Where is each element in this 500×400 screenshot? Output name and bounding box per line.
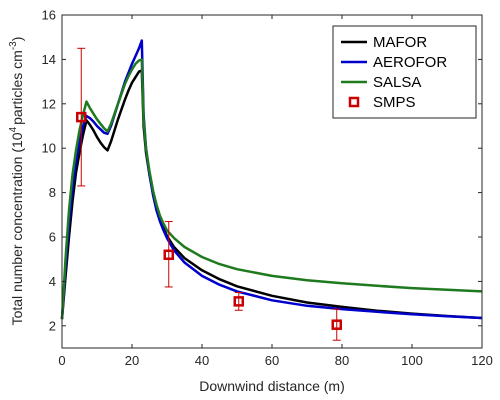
legend: MAFOR AEROFOR SALSA SMPS bbox=[332, 25, 477, 119]
y-tick-label: 6 bbox=[49, 230, 56, 245]
y-axis: 2 4 6 8 10 12 14 16 bbox=[42, 8, 482, 333]
y-axis-title-middle: particles cm bbox=[9, 50, 25, 125]
y-tick-label: 8 bbox=[49, 185, 56, 200]
legend-label-mafor: MAFOR bbox=[373, 34, 427, 51]
x-tick-label: 0 bbox=[58, 353, 65, 368]
x-tick-label: 20 bbox=[125, 353, 139, 368]
legend-label-aerofor: AEROFOR bbox=[373, 54, 447, 71]
y-tick-label: 10 bbox=[42, 141, 56, 156]
x-tick-label: 120 bbox=[471, 353, 493, 368]
y-tick-label: 14 bbox=[42, 52, 56, 67]
x-axis-title: Downwind distance (m) bbox=[199, 378, 345, 394]
x-axis: 0 20 40 60 80 100 120 bbox=[58, 15, 493, 368]
x-tick-label: 40 bbox=[195, 353, 209, 368]
y-tick-label: 16 bbox=[42, 8, 56, 23]
x-tick-label: 100 bbox=[401, 353, 423, 368]
y-axis-title-exponent-2: -3 bbox=[8, 41, 19, 50]
y-axis-title-prefix: Total number concentration (10 bbox=[9, 132, 25, 325]
y-axis-title: Total number concentration (104particles… bbox=[8, 37, 25, 326]
smps-measurements bbox=[76, 47, 342, 341]
smps-point-marker bbox=[233, 296, 244, 307]
series-line-mafor bbox=[60, 69, 483, 320]
legend-label-salsa: SALSA bbox=[373, 74, 421, 91]
series-line-salsa bbox=[60, 58, 483, 320]
series-line-aerofor bbox=[60, 39, 483, 320]
legend-label-smps: SMPS bbox=[373, 94, 416, 111]
y-axis-title-suffix: ) bbox=[9, 37, 25, 42]
y-tick-label: 2 bbox=[49, 318, 56, 333]
smps-point-marker bbox=[163, 249, 174, 261]
series-lines bbox=[60, 39, 483, 320]
y-axis-title-exponent-1: 4 bbox=[8, 126, 19, 132]
legend-marker-smps bbox=[348, 96, 360, 108]
x-tick-label: 80 bbox=[335, 353, 349, 368]
smps-point-marker bbox=[331, 319, 342, 330]
y-tick-label: 12 bbox=[42, 96, 56, 111]
y-tick-label: 4 bbox=[49, 274, 56, 289]
smps-point-marker bbox=[76, 111, 87, 123]
x-tick-label: 60 bbox=[265, 353, 279, 368]
